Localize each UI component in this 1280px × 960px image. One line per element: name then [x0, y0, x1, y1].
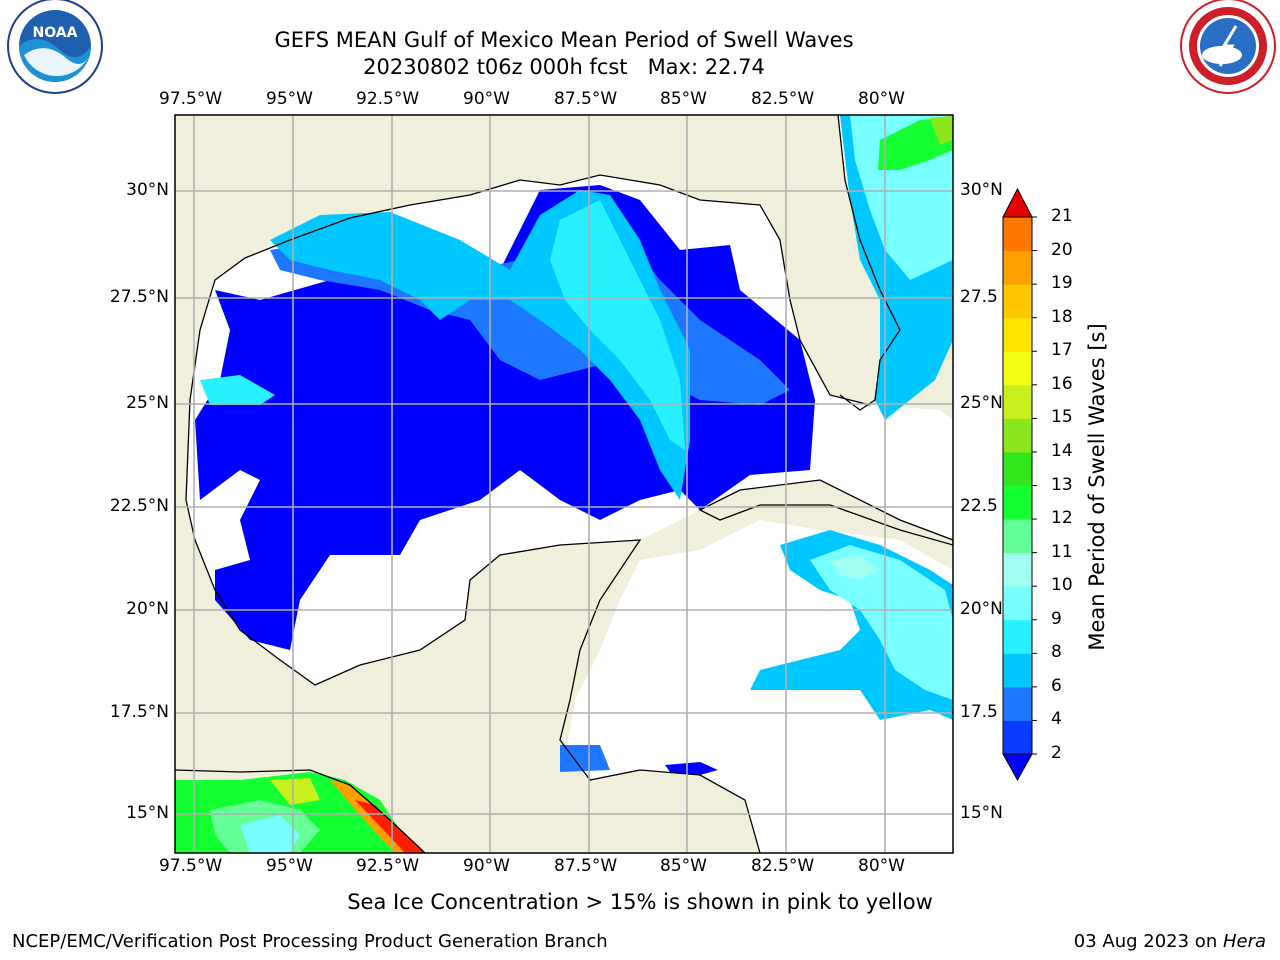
colorbar-tick-label: 6 [1051, 675, 1062, 696]
colorbar-segment [1003, 250, 1032, 285]
lon-label-top-6: 82.5°W [751, 89, 815, 109]
swell-fill-8s [550, 200, 685, 450]
coastline-mexico [185, 499, 761, 853]
colorbar-tick-label: 4 [1051, 709, 1062, 730]
swell-fill-pacific-13s [270, 778, 320, 805]
lon-label-bottom-2: 92.5°W [356, 856, 420, 876]
lat-label-left-0: 30°N [126, 180, 169, 200]
footer-note-wrap: Sea Ice Concentration > 15% is shown in … [0, 890, 1280, 914]
chart-title: GEFS MEAN Gulf of Mexico Mean Period of … [274, 28, 854, 52]
colorbar-segment [1003, 720, 1032, 755]
footer-host: Hera [1222, 931, 1266, 952]
lon-label-top-4: 87.5°W [554, 89, 618, 109]
swell-fill-atlantic-10s [878, 118, 953, 170]
lat-label-left-4: 20°N [126, 599, 169, 619]
swell-fill-pacific-8s [240, 815, 300, 853]
lat-label-right-0: 30°N [960, 180, 1003, 200]
colorbar-tick-label: 10 [1051, 575, 1073, 596]
colorbar-segment [1003, 418, 1032, 453]
colorbar-segment [1003, 317, 1032, 352]
lat-label-right-6: 15°N [960, 803, 1003, 823]
lon-label-top-5: 85°W [660, 89, 707, 109]
lon-label-bottom-1: 95°W [266, 856, 313, 876]
noaa-logo: NOAA [7, 0, 103, 94]
colorbar-segment [1003, 552, 1032, 587]
colorbar-tick-label: 16 [1051, 373, 1073, 394]
colorbar-tick-label: 9 [1051, 608, 1062, 629]
swell-fill-caribbean-9s [830, 555, 880, 580]
colorbar-tick-label: 21 [1051, 206, 1073, 226]
chart-subtitle: 20230802 t06z 000h fcst Max: 22.74 [363, 55, 765, 79]
lat-label-left-2: 25°N [126, 393, 169, 413]
colorbar-tick-label: 13 [1051, 474, 1073, 495]
colorbar-segment [1003, 485, 1032, 520]
lon-label-top-7: 80°W [858, 89, 905, 109]
colorbar-segment [1003, 451, 1032, 486]
colorbar-tick-label: 17 [1051, 340, 1073, 361]
colorbar-segment [1003, 519, 1032, 554]
colorbar-segment [1003, 217, 1032, 252]
map-area [175, 115, 953, 853]
lon-label-bottom-6: 82.5°W [751, 856, 815, 876]
lat-label-right-3: 22.5 [960, 496, 998, 516]
lat-label-right-2: 25°N [960, 393, 1003, 413]
noaa-logo-text: NOAA [33, 25, 78, 41]
footer-date: 03 Aug 2023 on [1073, 931, 1223, 952]
lon-label-bottom-3: 90°W [463, 856, 510, 876]
colorbar-tick-label: 20 [1051, 239, 1073, 260]
colorbar-over-arrow [1002, 187, 1033, 218]
colorbar-tick-label: 15 [1051, 407, 1073, 428]
lon-label-top-2: 92.5°W [356, 89, 420, 109]
footer-credit: NCEP/EMC/Verification Post Processing Pr… [12, 931, 608, 952]
swell-fill-caribbean-8s [810, 545, 953, 700]
coastline-pacific [175, 769, 426, 853]
swell-fill-atlantic-12s [930, 116, 953, 145]
lat-label-left-1: 27.5°N [109, 287, 169, 307]
map-frame [174, 114, 954, 854]
colorbar-label: Mean Period of Swell Waves [s] [1085, 323, 1109, 651]
colorbar-tick-label: 19 [1051, 273, 1073, 294]
swell-fill-honduras-4s [560, 745, 610, 772]
colorbar-under-arrow [1002, 753, 1033, 782]
colorbar-segment [1003, 284, 1032, 319]
sea-ice-note: Sea Ice Concentration > 15% is shown in … [347, 890, 933, 914]
colorbar-tick-label: 18 [1051, 306, 1073, 327]
lon-label-top-3: 90°W [463, 89, 510, 109]
colorbar-tick-label: 11 [1051, 541, 1073, 562]
swell-fill-8s-west [200, 375, 275, 405]
lon-label-bottom-5: 85°W [660, 856, 707, 876]
lon-label-top-0: 97.5°W [159, 89, 223, 109]
coastline-cuba [698, 479, 953, 546]
colorbar-segment [1003, 619, 1032, 654]
colorbar-segment [1003, 351, 1032, 386]
colorbar-tick-label: 8 [1051, 642, 1062, 663]
colorbar-segment [1003, 384, 1032, 419]
lat-label-right-1: 27.5 [960, 287, 998, 307]
colorbar-tick-label: 2 [1051, 743, 1062, 763]
lon-label-bottom-0: 97.5°W [159, 856, 223, 876]
lat-label-left-3: 22.5°N [109, 496, 169, 516]
lon-label-bottom-4: 87.5°W [554, 856, 618, 876]
lon-label-bottom-7: 80°W [858, 856, 905, 876]
lat-label-right-5: 17.5 [960, 702, 998, 722]
footer-date-wrap: 03 Aug 2023 on Hera [1074, 931, 1266, 952]
lat-label-left-5: 17.5°N [109, 702, 169, 722]
lon-label-top-1: 95°W [266, 89, 313, 109]
colorbar-segment [1003, 586, 1032, 621]
colorbar-tick-label: 14 [1051, 440, 1073, 461]
lat-label-right-4: 20°N [960, 599, 1003, 619]
nws-logo [1180, 0, 1276, 94]
swell-fill-honduras-2s [665, 762, 718, 775]
colorbar-segment [1003, 686, 1032, 721]
coastline-gulf [185, 174, 871, 501]
lat-label-left-6: 15°N [126, 803, 169, 823]
coastline-florida [837, 115, 901, 411]
grid-lines [175, 115, 953, 853]
colorbar-tick-label: 12 [1051, 508, 1073, 529]
colorbar-segment [1003, 653, 1032, 688]
colorbar [1002, 187, 1037, 782]
